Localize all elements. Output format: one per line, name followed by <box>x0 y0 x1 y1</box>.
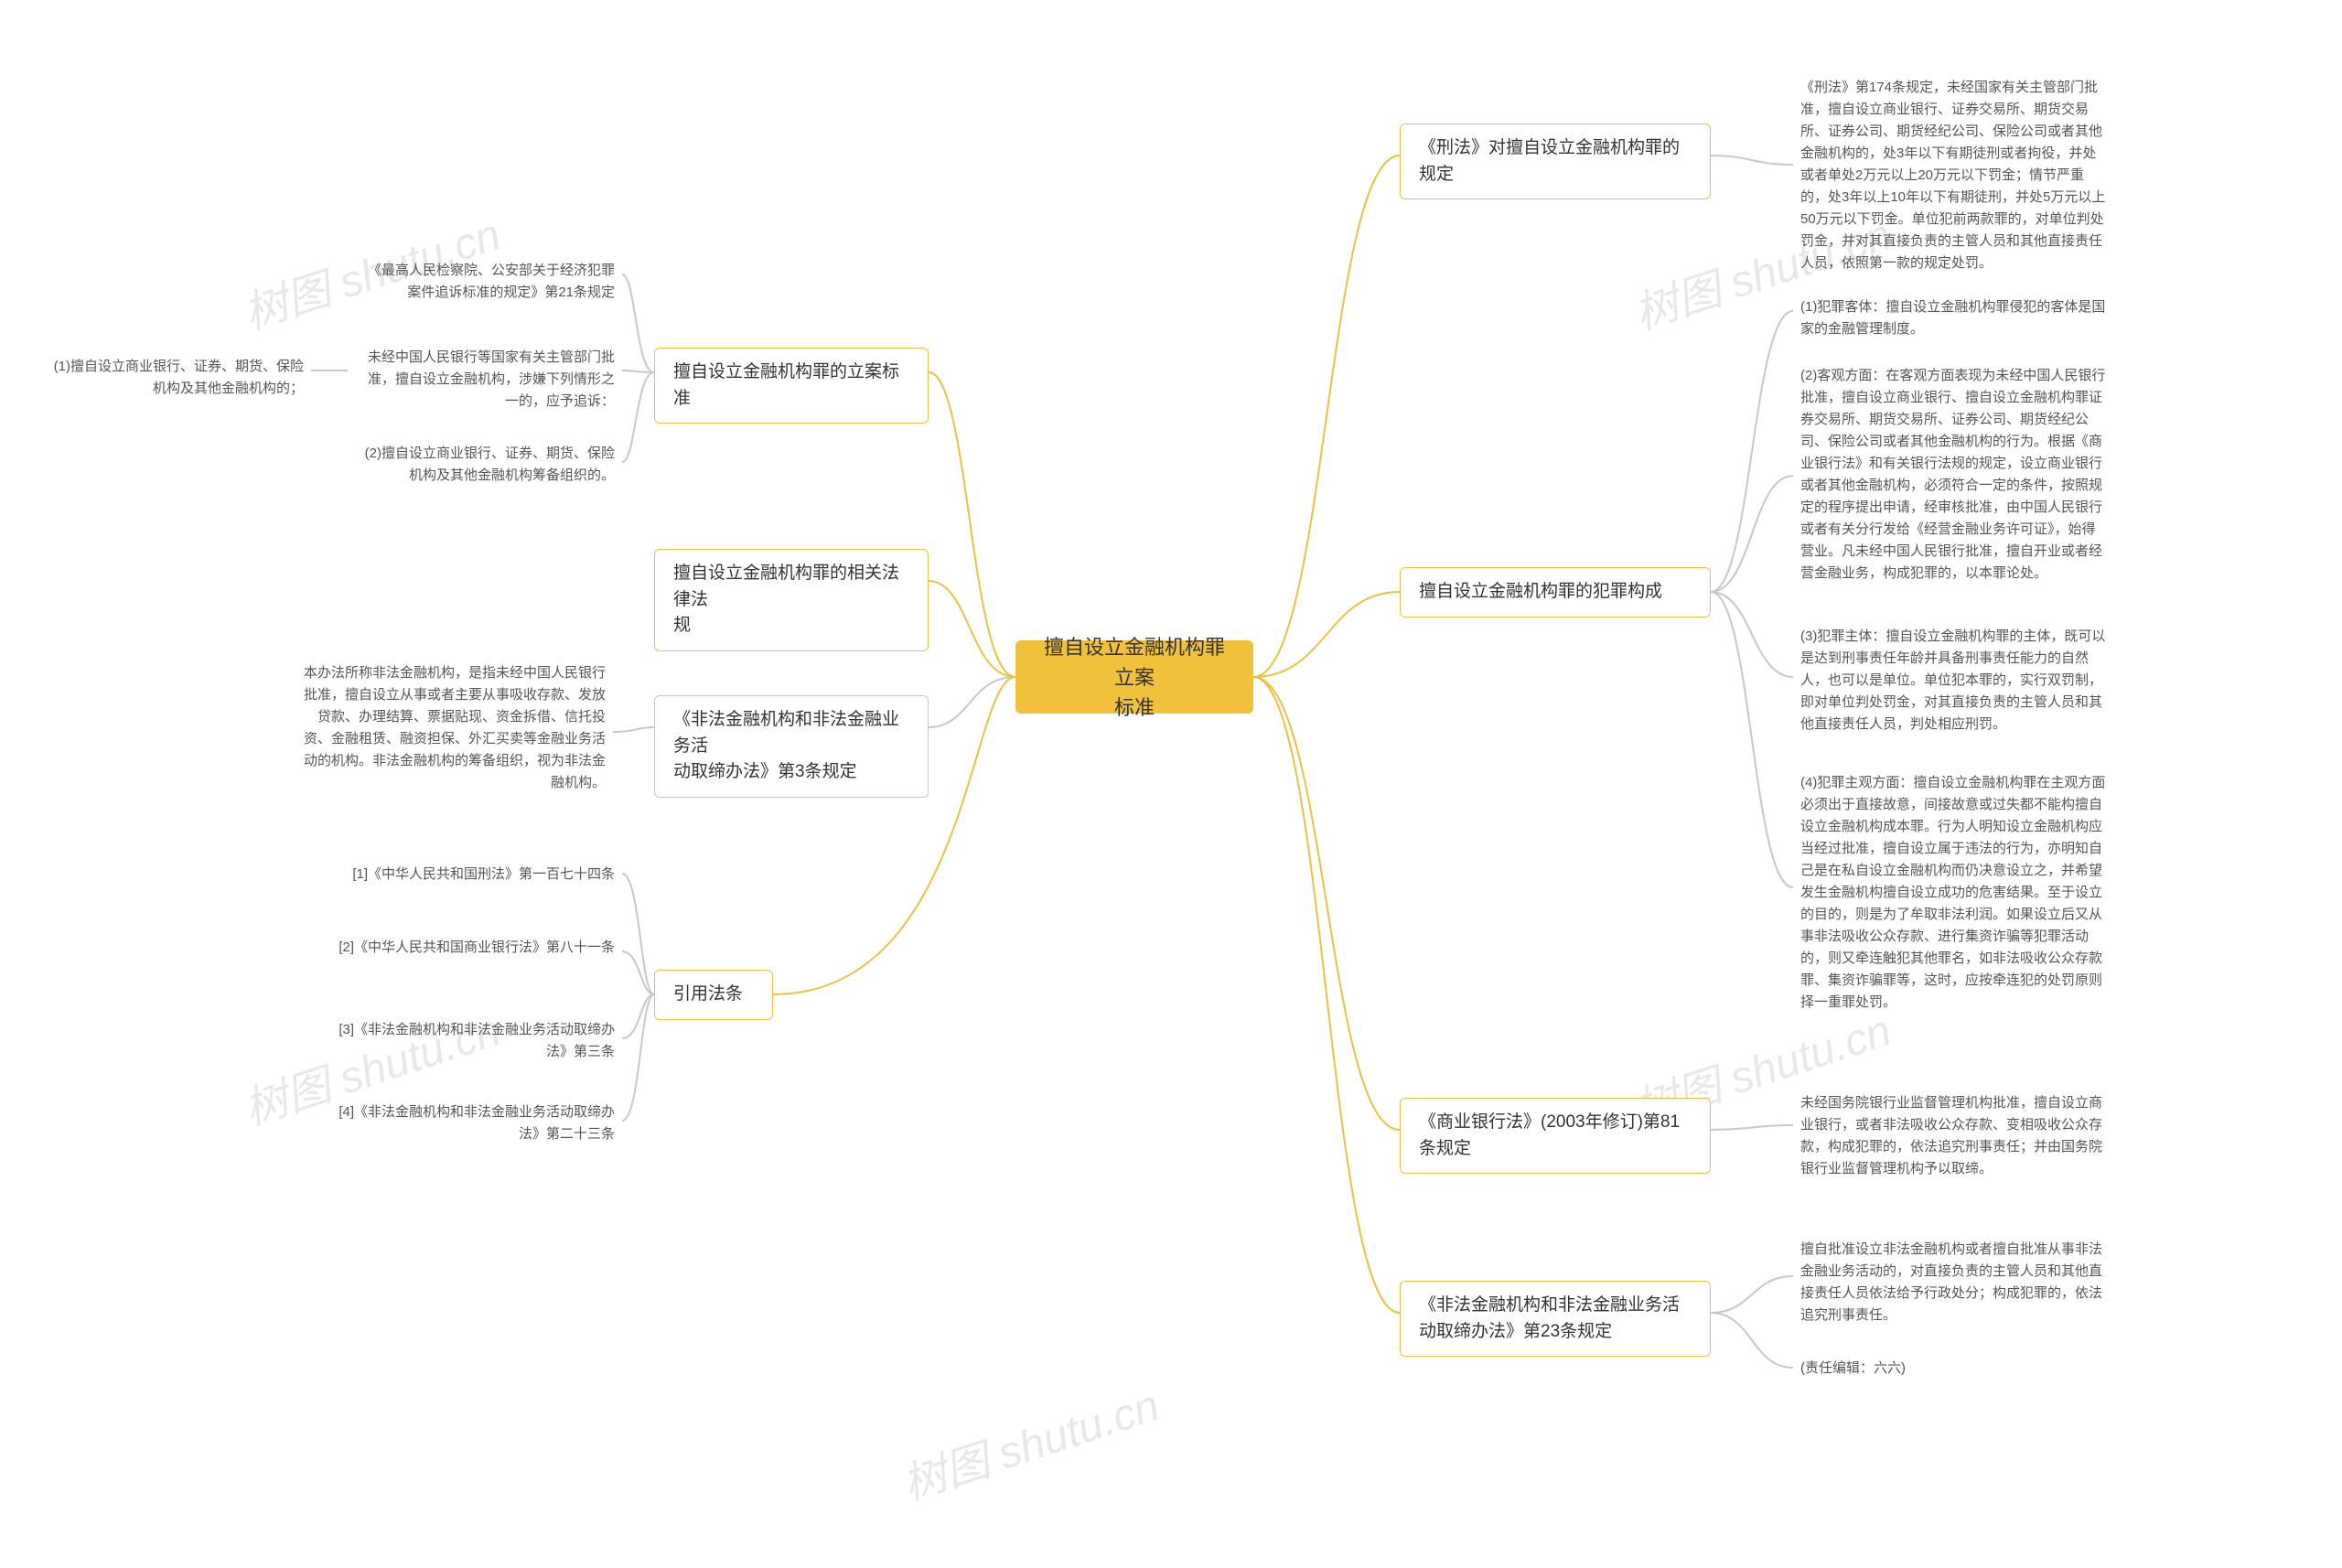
leaf-node: (4)犯罪主观方面：擅自设立金融机构罪在主观方面必须出于直接故意，间接故意或过失… <box>1793 768 2113 1017</box>
leaf-node: 《刑法》第174条规定，未经国家有关主管部门批准，擅自设立商业银行、证券交易所、… <box>1793 73 2113 278</box>
mindmap-canvas: 树图 shutu.cn 树图 shutu.cn 树图 shutu.cn 树图 s… <box>0 0 2342 1568</box>
leaf-node: 未经中国人民银行等国家有关主管部门批准，擅自设立金融机构，涉嫌下列情形之一的，应… <box>348 343 622 416</box>
leaf-node: 本办法所称非法金融机构，是指未经中国人民银行批准，擅自设立从事或者主要从事吸收存… <box>293 659 613 798</box>
branch-criminal-law[interactable]: 《刑法》对擅自设立金融机构罪的 规定 <box>1400 124 1711 199</box>
leaf-node: (3)犯罪主体：擅自设立金融机构罪的主体，既可以是达到刑事责任年龄并具备刑事责任… <box>1793 622 2113 739</box>
leaf-node: (2)客观方面：在客观方面表现为未经中国人民银行批准，擅自设立商业银行、擅自设立… <box>1793 361 2113 588</box>
leaf-node: (责任编辑：六六) <box>1793 1354 2113 1383</box>
branch-illegal-finance-art3[interactable]: 《非法金融机构和非法金融业务活 动取缔办法》第3条规定 <box>654 695 929 798</box>
leaf-node: 未经国务院银行业监督管理机构批准，擅自设立商业银行，或者非法吸收公众存款、变相吸… <box>1793 1089 2113 1184</box>
branch-filing-standard[interactable]: 擅自设立金融机构罪的立案标准 <box>654 348 929 424</box>
leaf-node: [1]《中华人民共和国刑法》第一百七十四条 <box>329 860 622 889</box>
root-node[interactable]: 擅自设立金融机构罪立案 标准 <box>1015 640 1253 714</box>
branch-commercial-bank-law[interactable]: 《商业银行法》(2003年修订)第81 条规定 <box>1400 1098 1711 1174</box>
watermark: 树图 shutu.cn <box>893 1369 1166 1512</box>
leaf-node: (2)擅自设立商业银行、证券、期货、保险机构及其他金融机构筹备组织的。 <box>348 439 622 490</box>
branch-cited-laws[interactable]: 引用法条 <box>654 970 773 1020</box>
branch-illegal-finance-art23[interactable]: 《非法金融机构和非法金融业务活 动取缔办法》第23条规定 <box>1400 1281 1711 1357</box>
branch-related-laws[interactable]: 擅自设立金融机构罪的相关法律法 规 <box>654 549 929 651</box>
leaf-node: [3]《非法金融机构和非法金融业务活动取缔办法》第三条 <box>329 1015 622 1067</box>
branch-crime-elements[interactable]: 擅自设立金融机构罪的犯罪构成 <box>1400 567 1711 618</box>
leaf-deep-node: (1)擅自设立商业银行、证券、期货、保险机构及其他金融机构的； <box>37 352 311 403</box>
leaf-node: [2]《中华人民共和国商业银行法》第八十一条 <box>329 933 622 962</box>
leaf-node: (1)犯罪客体：擅自设立金融机构罪侵犯的客体是国家的金融管理制度。 <box>1793 293 2113 344</box>
leaf-node: [4]《非法金融机构和非法金融业务活动取缔办法》第二十三条 <box>329 1098 622 1149</box>
leaf-node: 《最高人民检察院、公安部关于经济犯罪案件追诉标准的规定》第21条规定 <box>348 256 622 307</box>
leaf-node: 擅自批准设立非法金融机构或者擅自批准从事非法金融业务活动的，对直接负责的主管人员… <box>1793 1235 2113 1330</box>
